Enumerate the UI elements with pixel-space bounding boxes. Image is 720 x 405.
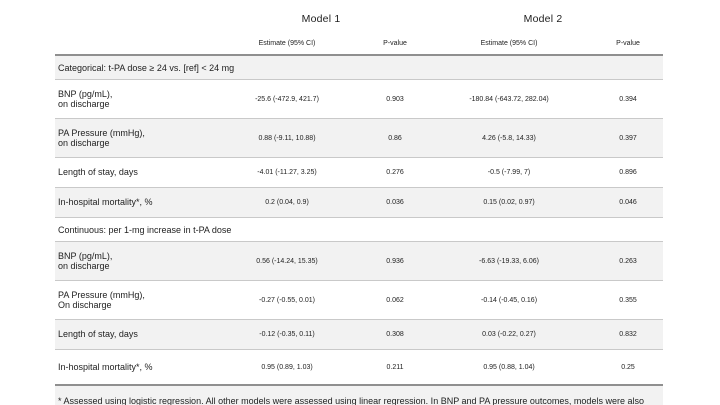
table-row: Length of stay, days -4.01 (-11.27, 3.25… — [55, 158, 664, 188]
pvalue-cell-m1: 0.308 — [386, 331, 404, 338]
pvalue-cell-m2: 0.263 — [619, 257, 637, 265]
estimate-cell-m1: 0.2 (0.04, 0.9) — [265, 199, 309, 206]
estimate-cell-m2: 4.26 (-5.8, 14.33) — [482, 134, 536, 142]
pvalue-cell-m2: 0.355 — [619, 296, 637, 304]
subheader-spacer — [55, 32, 233, 56]
results-table: Model 1 Model 2 Estimate (95% CI) P-valu… — [55, 6, 664, 385]
pvalue-cell-m1: 0.936 — [386, 257, 404, 265]
row-label: Length of stay, days — [58, 167, 138, 178]
pvalue-cell-m2: 0.832 — [619, 331, 637, 338]
header-spacer — [55, 6, 233, 32]
estimate-cell-m2: 0.03 (-0.22, 0.27) — [482, 331, 536, 338]
pvalue-cell-m1: 0.276 — [386, 169, 404, 176]
estimate-cell-m2: -6.63 (-19.33, 6.06) — [479, 257, 539, 265]
table-row: In-hospital mortality*, % 0.2 (0.04, 0.9… — [55, 187, 664, 218]
row-label: Length of stay, days — [58, 329, 138, 340]
estimate-cell-m1: -0.12 (-0.35, 0.11) — [259, 331, 315, 338]
table-row: PA Pressure (mmHg), On discharge -0.27 (… — [55, 281, 664, 320]
pvalue-cell-m1: 0.062 — [386, 296, 404, 304]
row-label: In-hospital mortality*, % — [58, 197, 153, 208]
table-header: Model 1 Model 2 Estimate (95% CI) P-valu… — [55, 6, 664, 56]
estimate-cell-m1: -25.6 (-472.9, 421.7) — [255, 95, 319, 103]
pvalue-cell-m2: 0.25 — [621, 363, 635, 371]
pvalue-cell-m2: 0.397 — [619, 134, 637, 142]
estimate-cell-m1: -4.01 (-11.27, 3.25) — [257, 169, 317, 176]
table-row: Length of stay, days -0.12 (-0.35, 0.11)… — [55, 319, 664, 350]
subheader-row: Estimate (95% CI) P-value Estimate (95% … — [55, 32, 664, 56]
section-header: Continuous: per 1-mg increase in t-PA do… — [58, 224, 232, 235]
footnote-assessment: * Assessed using logistic regression. Al… — [58, 396, 644, 405]
table-row: BNP (pg/mL), on discharge 0.56 (-14.24, … — [55, 241, 664, 281]
row-label: In-hospital mortality*, % — [58, 361, 153, 372]
footnotes-block: * Assessed using logistic regression. Al… — [55, 384, 663, 405]
table-row: PA Pressure (mmHg), on discharge 0.88 (-… — [55, 118, 664, 158]
estimate-cell-m1: 0.56 (-14.24, 15.35) — [256, 257, 318, 265]
subheader-estimate-m2: Estimate (95% CI) — [449, 32, 570, 56]
row-label: PA Pressure (mmHg), On discharge — [58, 289, 145, 311]
estimate-cell-m2: 0.95 (0.88, 1.04) — [483, 363, 535, 371]
pvalue-cell-m1: 0.86 — [388, 134, 402, 142]
estimate-cell-m2: 0.15 (0.02, 0.97) — [483, 199, 535, 206]
estimate-cell-m2: -0.14 (-0.45, 0.16) — [481, 296, 538, 304]
table-row: In-hospital mortality*, % 0.95 (0.89, 1.… — [55, 350, 663, 385]
estimate-cell-m2: -180.84 (-643.72, 282.04) — [469, 95, 549, 103]
estimate-cell-m2: -0.5 (-7.99, 7) — [487, 169, 531, 176]
model2-header: Model 2 — [523, 13, 563, 25]
section-header: Categorical: t-PA dose ≥ 24 vs. [ref] < … — [58, 62, 235, 73]
model-header-row: Model 1 Model 2 — [55, 6, 663, 32]
subheader-pvalue-m2: P-value — [569, 32, 664, 56]
table-body: Categorical: t-PA dose ≥ 24 vs. [ref] < … — [55, 55, 664, 385]
pvalue-cell-m2: 0.394 — [619, 95, 637, 103]
results-table-container: Model 1 Model 2 Estimate (95% CI) P-valu… — [55, 6, 664, 405]
table-row: BNP (pg/mL), on discharge -25.6 (-472.9,… — [55, 80, 664, 119]
pvalue-cell-m1: 0.211 — [386, 363, 404, 371]
model1-header: Model 1 — [301, 13, 341, 25]
estimate-cell-m1: 0.95 (0.89, 1.03) — [261, 363, 313, 371]
section-header-row-continuous: Continuous: per 1-mg increase in t-PA do… — [55, 218, 664, 242]
row-label: PA Pressure (mmHg), on discharge — [58, 127, 145, 149]
pvalue-cell-m1: 0.903 — [386, 95, 404, 103]
row-label: BNP (pg/mL), on discharge — [58, 88, 113, 110]
subheader-pvalue-m1: P-value — [341, 32, 450, 56]
estimate-cell-m1: -0.27 (-0.55, 0.01) — [258, 296, 316, 304]
row-label: BNP (pg/mL), on discharge — [58, 250, 113, 272]
pvalue-cell-m1: 0.036 — [386, 199, 404, 206]
estimate-cell-m1: 0.88 (-9.11, 10.88) — [258, 134, 316, 142]
pvalue-cell-m2: 0.896 — [619, 169, 637, 176]
pvalue-cell-m2: 0.046 — [619, 199, 637, 206]
section-header-row-categorical: Categorical: t-PA dose ≥ 24 vs. [ref] < … — [55, 55, 664, 80]
subheader-estimate-m1: Estimate (95% CI) — [233, 32, 341, 56]
